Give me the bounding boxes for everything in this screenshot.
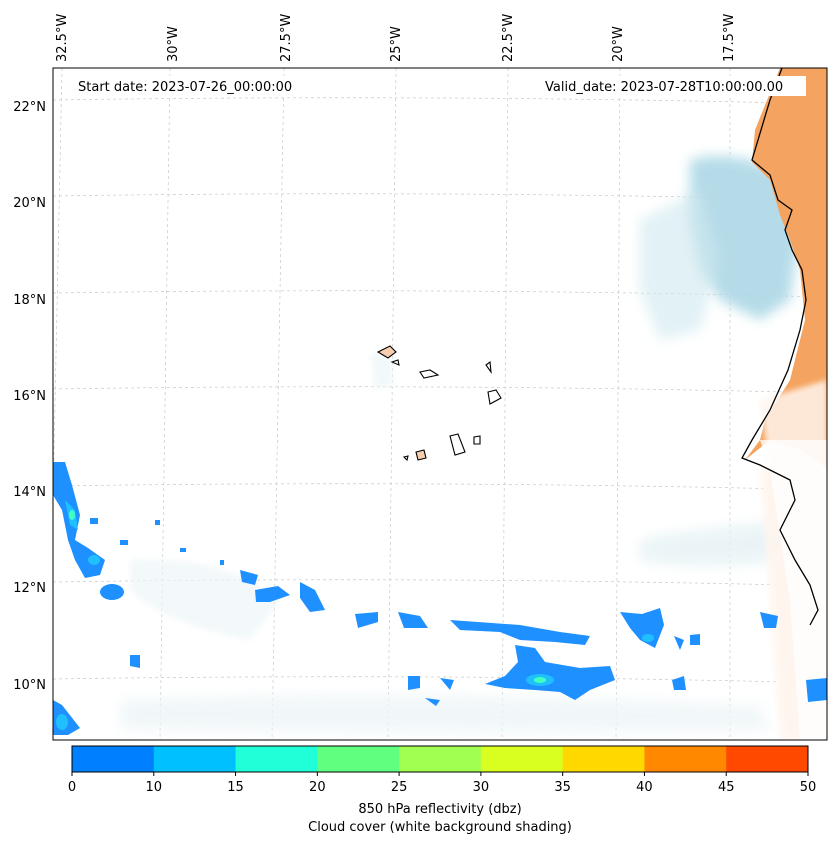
colorbar-swatch-6: [562, 746, 645, 772]
colorbar-swatch-2: [235, 746, 318, 772]
grid-lat-16: [53, 386, 827, 394]
colorbar-tick-label: 45: [718, 780, 735, 795]
grid-lat-22: [53, 97, 827, 105]
lat-label-18: 18°N: [13, 293, 46, 308]
lon-label-27-5: 27.5°W: [279, 14, 294, 62]
colorbar-swatch-4: [399, 746, 482, 772]
valid-date-label: Valid_date: 2023-07-28T10:00:00.00: [545, 80, 783, 95]
colorbar-border: [71, 745, 809, 773]
colorbar-swatch-3: [317, 746, 400, 772]
latitude-labels: 22°N 20°N 18°N 16°N 14°N 12°N 10°N: [13, 100, 46, 693]
colorbar-swatch-1: [153, 746, 237, 772]
start-date-box: [72, 76, 312, 96]
grid-lon-30: [159, 68, 171, 740]
colorbar-swatches: [72, 746, 809, 772]
grid-lon-25: [387, 68, 397, 740]
colorbar-title-line2: Cloud cover (white background shading): [308, 820, 572, 835]
colorbar-ticks: 0 10 15 20 25 30 35 40 45 50: [68, 772, 816, 795]
grid-lat-18: [53, 290, 827, 298]
colorbar-swatch-5: [480, 746, 564, 772]
colorbar-tick-label: 50: [800, 780, 817, 795]
valid-date-box: [540, 76, 806, 96]
colorbar-tick-label: 40: [636, 780, 653, 795]
lat-label-10: 10°N: [13, 678, 46, 693]
lat-label-14: 14°N: [13, 485, 46, 500]
colorbar: 0 10 15 20 25 30 35 40 45 50 850 hPa reflectivity…: [68, 745, 816, 835]
gridlines: [53, 68, 827, 740]
reflectivity-high: [69, 510, 546, 683]
colorbar-swatch-0: [72, 746, 155, 772]
colorbar-tick-label: 35: [554, 780, 571, 795]
colorbar-tick-label: 0: [68, 780, 76, 795]
map-border: [52, 67, 828, 741]
lon-label-17-5: 17.5°W: [722, 14, 737, 62]
colorbar-tick-label: 20: [309, 780, 326, 795]
grid-lon-20: [615, 68, 621, 740]
reflectivity-moderate: [56, 500, 654, 730]
colorbar-tick-label: 10: [146, 780, 163, 795]
lat-label-12: 12°N: [13, 581, 46, 596]
colorbar-tick-label: 30: [473, 780, 490, 795]
lon-label-32-5: 32.5°W: [55, 14, 70, 62]
lon-label-20: 20°W: [611, 26, 626, 62]
colorbar-tick-label: 25: [391, 780, 408, 795]
grid-lat-10: [53, 676, 827, 684]
grid-lat-20: [53, 193, 827, 201]
colorbar-title-line1: 850 hPa reflectivity (dbz): [358, 802, 521, 817]
grid-lon-32-5: [53, 68, 63, 517]
lon-label-22-5: 22.5°W: [501, 14, 516, 62]
cloud-cover-shading: [120, 155, 800, 733]
start-date-label: Start date: 2023-07-26_00:00:00: [78, 80, 292, 95]
lat-label-22: 22°N: [13, 100, 46, 115]
lon-label-25: 25°W: [389, 26, 404, 62]
lon-label-30: 30°W: [166, 26, 181, 62]
lat-label-16: 16°N: [13, 389, 46, 404]
grid-lon-27-5: [271, 68, 285, 740]
lat-label-20: 20°N: [13, 196, 46, 211]
cape-verde-islands: [376, 345, 502, 462]
land-mass: [741, 68, 827, 740]
colorbar-tick-label: 15: [227, 780, 244, 795]
longitude-labels: 32.5°W 30°W 27.5°W 25°W 22.5°W 20°W 17.5…: [55, 14, 737, 62]
colorbar-swatch-7: [644, 746, 727, 772]
colorbar-swatch-8: [726, 746, 809, 772]
